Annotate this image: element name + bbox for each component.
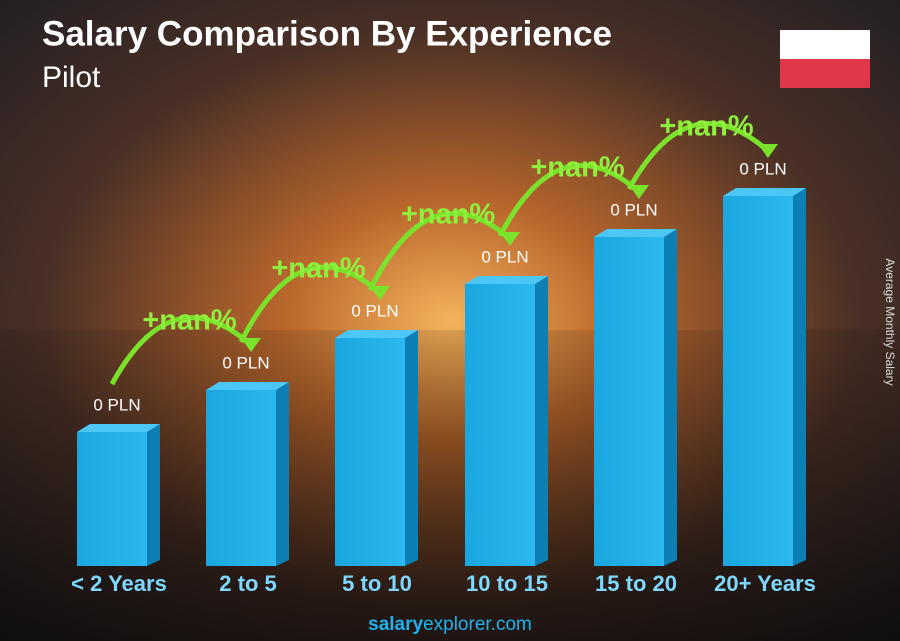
- title: Salary Comparison By Experience: [42, 14, 612, 53]
- arrow-head: [370, 286, 390, 300]
- bar-side: [276, 382, 289, 566]
- bar-front: [335, 338, 405, 566]
- arrow-head: [241, 338, 261, 352]
- bar-top: [723, 188, 806, 196]
- subtitle: Pilot: [42, 61, 101, 94]
- bar-side: [147, 424, 160, 566]
- category-label: 10 to 15: [466, 571, 548, 596]
- bar-top: [77, 424, 160, 432]
- category-label: 20+ Years: [714, 571, 816, 596]
- bar-side: [664, 229, 677, 566]
- bar-top: [465, 276, 548, 284]
- value-label: 0 PLN: [481, 247, 528, 266]
- bar: [594, 229, 677, 566]
- bar-side: [405, 330, 418, 566]
- value-label: 0 PLN: [222, 353, 269, 372]
- category-label: 5 to 10: [342, 571, 412, 596]
- arrow-head: [758, 144, 778, 158]
- axis-label: Average Monthly Salary: [883, 258, 897, 385]
- footer: salaryexplorer.com: [368, 614, 532, 635]
- category-label: 2 to 5: [219, 571, 276, 596]
- bar: [723, 188, 806, 566]
- change-label: +nan%: [271, 253, 365, 285]
- category-label: 15 to 20: [595, 571, 677, 596]
- change-arrow: [109, 315, 253, 386]
- value-label: 0 PLN: [93, 395, 140, 414]
- bar-top: [335, 330, 418, 338]
- change-arrow: [497, 162, 641, 238]
- change-arrow: [238, 264, 382, 344]
- change-arrow: [626, 120, 770, 191]
- bar-top: [206, 382, 289, 390]
- bar-front: [77, 432, 147, 566]
- bar: [77, 424, 160, 566]
- change-arrow: [367, 211, 512, 292]
- change-label: +nan%: [530, 152, 624, 184]
- value-label: 0 PLN: [739, 159, 786, 178]
- change-label: +nan%: [142, 305, 236, 337]
- flag: [780, 30, 870, 88]
- bar-front: [206, 390, 276, 566]
- bar-top: [594, 229, 677, 237]
- brand-bold: salary: [368, 614, 423, 635]
- value-label: 0 PLN: [610, 200, 657, 219]
- bar-front: [594, 237, 664, 566]
- change-label: +nan%: [659, 111, 753, 143]
- value-label: 0 PLN: [351, 301, 398, 320]
- brand-rest: explorer.com: [423, 614, 532, 635]
- category-label: < 2 Years: [71, 571, 167, 596]
- bar: [206, 382, 289, 566]
- bar-front: [465, 284, 535, 566]
- arrow-head: [500, 232, 520, 246]
- arrow-head: [629, 185, 649, 199]
- bar-side: [535, 276, 548, 566]
- bar: [465, 276, 548, 566]
- bar-side: [793, 188, 806, 566]
- bar: [335, 330, 418, 566]
- change-label: +nan%: [401, 199, 495, 231]
- bar-front: [723, 196, 793, 566]
